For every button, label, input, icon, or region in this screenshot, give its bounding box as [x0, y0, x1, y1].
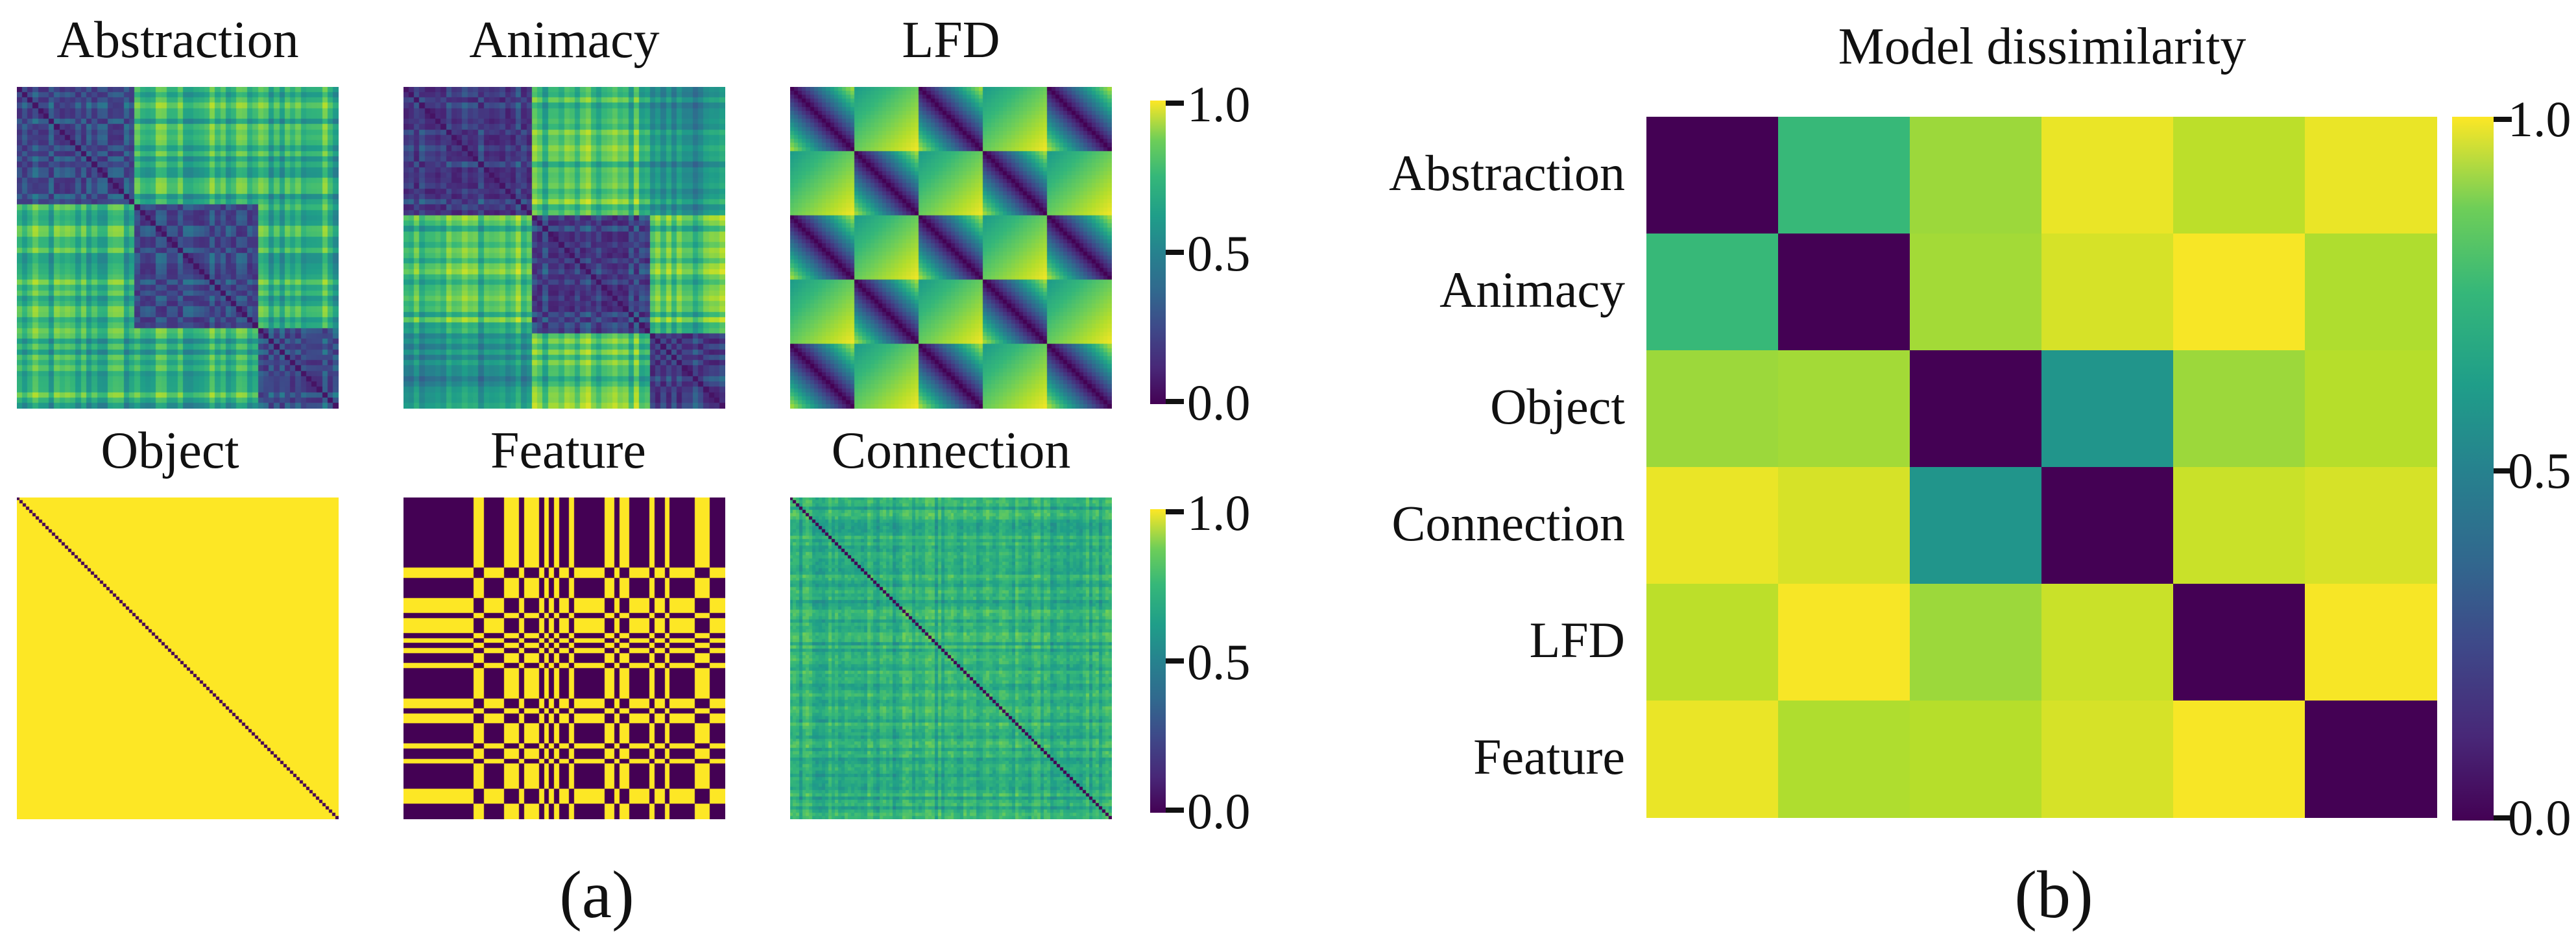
cell-feature-feature: [2305, 701, 2437, 818]
colorbar-large-tick-05: [2494, 468, 2512, 474]
cell-connection-abstraction: [1646, 467, 1779, 584]
cell-animacy-abstraction: [1646, 234, 1779, 351]
colorbar-large-label-1: 1.0: [2508, 91, 2571, 147]
cell-abstraction-lfd: [2173, 117, 2305, 234]
colorbar-large-label-05: 0.5: [2508, 442, 2571, 499]
colorbar-large-tick-1: [2494, 117, 2512, 122]
cell-lfd-animacy: [1778, 584, 1910, 701]
cell-object-object: [1910, 350, 2042, 468]
colorbar-top-tick-1: [1166, 101, 1184, 106]
cell-lfd-lfd: [2173, 584, 2305, 701]
cell-lfd-connection: [2041, 584, 2174, 701]
cell-animacy-feature: [2305, 234, 2437, 351]
cell-object-abstraction: [1646, 350, 1779, 468]
title-connection: Connection: [831, 422, 1071, 479]
cell-abstraction-feature: [2305, 117, 2437, 234]
colorbar-top-tick-0: [1166, 399, 1184, 404]
colorbar-bottom-tick-05: [1166, 658, 1184, 664]
cell-abstraction-abstraction: [1646, 117, 1779, 234]
cell-animacy-lfd: [2173, 234, 2305, 351]
cell-animacy-connection: [2041, 234, 2174, 351]
colorbar-large-tick-0: [2494, 815, 2512, 821]
cell-abstraction-object: [1910, 117, 2042, 234]
colorbar-bottom-label-0: 0.0: [1187, 783, 1251, 839]
colorbar-top-label-1: 1.0: [1187, 76, 1251, 132]
title-animacy: Animacy: [469, 12, 660, 69]
row-label-object: Object: [1490, 378, 1625, 435]
heatmap-animacy: [403, 87, 725, 409]
cell-lfd-feature: [2305, 584, 2437, 701]
cell-feature-abstraction: [1646, 701, 1779, 818]
heatmap-feature: [403, 497, 725, 819]
cell-feature-connection: [2041, 701, 2174, 818]
title-model-dissimilarity: Model dissimilarity: [1838, 18, 2246, 75]
cell-animacy-animacy: [1778, 234, 1910, 351]
cell-connection-feature: [2305, 467, 2437, 584]
colorbar-bottom-label-1: 1.0: [1187, 485, 1251, 541]
title-feature: Feature: [490, 422, 646, 479]
cell-feature-object: [1910, 701, 2042, 818]
cell-connection-connection: [2041, 467, 2174, 584]
cell-feature-lfd: [2173, 701, 2305, 818]
heatmap-abstraction: [17, 87, 339, 409]
row-label-animacy: Animacy: [1439, 261, 1625, 318]
row-label-lfd: LFD: [1529, 612, 1625, 668]
colorbar-top: [1150, 101, 1166, 404]
title-abstraction: Abstraction: [56, 12, 299, 69]
colorbar-bottom: [1150, 509, 1166, 813]
row-label-feature: Feature: [1473, 728, 1625, 785]
row-label-connection: Connection: [1391, 495, 1625, 551]
cell-abstraction-animacy: [1778, 117, 1910, 234]
row-label-abstraction: Abstraction: [1389, 145, 1625, 201]
colorbar-bottom-label-05: 0.5: [1187, 634, 1251, 690]
colorbar-top-label-05: 0.5: [1187, 225, 1251, 282]
heatmap-connection: [790, 497, 1112, 819]
cell-animacy-object: [1910, 234, 2042, 351]
colorbar-bottom-tick-1: [1166, 509, 1184, 514]
cell-object-lfd: [2173, 350, 2305, 468]
colorbar-bottom-tick-0: [1166, 808, 1184, 813]
panel-label-b: (b): [2014, 857, 2093, 932]
cell-object-connection: [2041, 350, 2174, 468]
colorbar-large-label-0: 0.0: [2508, 789, 2571, 846]
cell-object-animacy: [1778, 350, 1910, 468]
cell-connection-animacy: [1778, 467, 1910, 584]
cell-connection-object: [1910, 467, 2042, 584]
colorbar-top-tick-05: [1166, 250, 1184, 255]
panel-label-a: (a): [559, 857, 634, 932]
colorbar-top-label-0: 0.0: [1187, 374, 1251, 431]
colorbar-large: [2452, 117, 2494, 821]
cell-feature-animacy: [1778, 701, 1910, 818]
cell-object-feature: [2305, 350, 2437, 468]
title-object: Object: [101, 422, 239, 479]
heatmap-object: [17, 497, 339, 819]
cell-connection-lfd: [2173, 467, 2305, 584]
title-lfd: LFD: [902, 12, 1000, 69]
cell-lfd-abstraction: [1646, 584, 1779, 701]
cell-lfd-object: [1910, 584, 2042, 701]
cell-abstraction-connection: [2041, 117, 2174, 234]
heatmap-lfd: [790, 87, 1112, 409]
